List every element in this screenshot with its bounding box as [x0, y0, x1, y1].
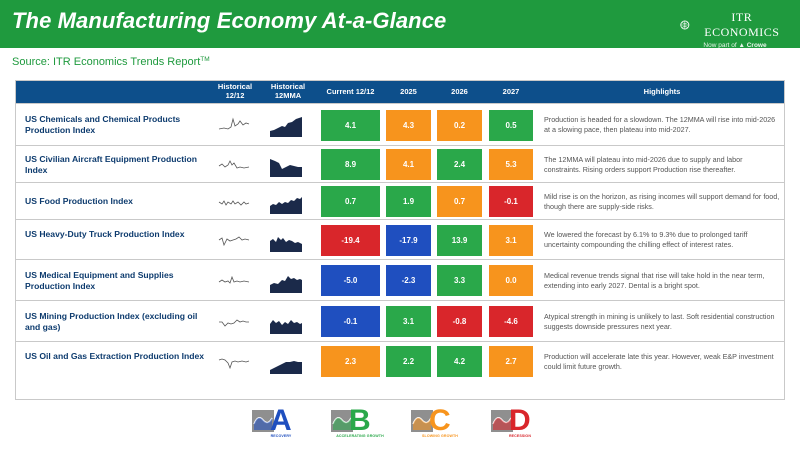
legend-phase-a: A RECOVERY [252, 404, 306, 440]
table-row: US Mining Production Index (excluding oi… [16, 300, 784, 341]
col-2025: 2025 [400, 87, 417, 96]
forecast-cell-y2026: 4.2 [437, 346, 482, 377]
sparkline-1212 [218, 199, 250, 206]
col-historical-12mma: Historical 12MMA [270, 82, 306, 100]
forecast-cell-y2025: 3.1 [386, 306, 431, 337]
legend-label: RECESSION [508, 434, 532, 438]
index-name: US Mining Production Index (excluding oi… [25, 310, 198, 332]
col-highlights: Highlights [643, 87, 681, 96]
sparkline-12mma [270, 319, 302, 334]
sparkline-1212 [218, 159, 250, 168]
forecast-cell-y2027: -4.6 [489, 306, 533, 337]
phase-chart-icon [491, 410, 513, 432]
trademark-mark: TM [200, 56, 210, 63]
index-name: US Medical Equipment and Supplies Produc… [25, 269, 174, 291]
forecast-cell-y2026: 0.7 [437, 186, 482, 217]
sparkline-1212 [218, 358, 250, 369]
sparkline-1212 [219, 318, 249, 327]
sparkline-1212 [218, 236, 250, 247]
legend-letter: A [270, 404, 292, 437]
forecast-cell-y2027: 0.0 [489, 265, 533, 296]
sparkline-12mma [270, 158, 302, 177]
forecast-cell-current: -0.1 [321, 306, 380, 337]
col-historical-1212: Historical 12/12 [217, 82, 253, 100]
legend-label: ACCELERATING GROWTH [336, 434, 384, 438]
forecast-cell-current: -19.4 [321, 224, 380, 256]
forecast-cell-y2025: -17.9 [386, 224, 431, 256]
index-name: US Civilian Aircraft Equipment Productio… [25, 153, 198, 175]
sparkline-12mma [270, 275, 302, 293]
header-banner: The Manufacturing Economy At-a-Glance IT… [0, 0, 800, 49]
highlight-text: Atypical strength in mining is unlikely … [544, 311, 775, 331]
forecast-cell-current: 2.3 [321, 346, 380, 377]
page-title: The Manufacturing Economy At-a-Glance [12, 8, 447, 33]
forecast-cell-y2026: 13.9 [437, 224, 482, 256]
phase-chart-icon [411, 410, 433, 432]
index-name: US Food Production Index [25, 195, 133, 206]
sparkline-1212 [218, 117, 250, 130]
col-2026: 2026 [451, 87, 468, 96]
legend-phase-c: C SLOWING GROWTH [411, 404, 465, 440]
highlight-text: The 12MMA will plateau into mid-2026 due… [544, 154, 743, 174]
logo-text: ITR ECONOMICS [704, 10, 780, 39]
forecast-cell-y2026: 0.2 [437, 109, 482, 141]
sparkline-1212 [218, 275, 250, 284]
table-row: US Civilian Aircraft Equipment Productio… [16, 145, 784, 182]
col-2027: 2027 [502, 87, 520, 96]
highlight-text: We lowered the forecast by 6.1% to 9.3% … [544, 230, 748, 249]
forecast-cell-y2025: 1.9 [386, 186, 431, 217]
index-name: US Heavy-Duty Truck Production Index [25, 229, 185, 239]
forecast-cell-y2027: 3.1 [489, 224, 533, 256]
crowe-icon: ▲ [738, 42, 745, 49]
sparkline-12mma [270, 117, 302, 137]
sparkline-12mma [270, 196, 302, 214]
table-row: US Chemicals and Chemical Products Produ… [16, 103, 784, 145]
forecast-cell-y2027: -0.1 [489, 186, 533, 217]
forecast-cell-y2027: 0.5 [489, 109, 533, 141]
highlight-text: Production will accelerate late this yea… [544, 351, 774, 371]
table-row: US Oil and Gas Extraction Production Ind… [16, 341, 784, 380]
table-header: Historical 12/12 Historical 12MMA Curren… [16, 81, 784, 103]
logo-sub-prefix: Now part of [703, 42, 737, 49]
forecast-table: Historical 12/12 Historical 12MMA Curren… [15, 80, 785, 400]
table-row: US Food Production Index 0.7 1.9 0.7 -0.1 Mil… [16, 182, 784, 219]
phase-chart-icon [331, 410, 353, 432]
index-name: US Chemicals and Chemical Products Produ… [25, 114, 181, 135]
legend-label: RECOVERY [270, 434, 292, 438]
index-name: US Oil and Gas Extraction Production Ind… [25, 350, 205, 361]
phase-chart-icon [252, 410, 274, 432]
forecast-cell-y2025: 4.1 [386, 149, 431, 180]
sparkline-12mma [270, 237, 302, 252]
globe-icon [680, 20, 690, 30]
forecast-cell-y2025: -2.3 [386, 265, 431, 296]
forecast-cell-y2026: 2.4 [437, 149, 482, 180]
forecast-cell-y2025: 2.2 [386, 346, 431, 377]
highlight-text: Medical revenue trends signal that rise … [544, 270, 765, 290]
legend-phase-d: D RECESSION [491, 404, 545, 440]
logo-sub-brand: Crowe [746, 42, 767, 49]
col-current: Current 12/12 [326, 87, 375, 96]
legend-letter: C [429, 404, 451, 437]
legend-label: SLOWING GROWTH [422, 434, 458, 438]
forecast-cell-y2026: 3.3 [437, 265, 482, 296]
forecast-cell-y2026: -0.8 [437, 306, 482, 337]
legend-letter: B [349, 404, 371, 437]
highlight-text: Mild rise is on the horizon, as rising i… [544, 191, 780, 211]
source-note: Source: ITR Economics Trends ReportTM [12, 56, 210, 68]
forecast-cell-y2027: 2.7 [489, 346, 533, 377]
forecast-cell-current: 8.9 [321, 149, 380, 180]
forecast-cell-current: 4.1 [321, 109, 380, 141]
forecast-cell-y2027: 5.3 [489, 149, 533, 180]
itr-logo: ITR ECONOMICS Now part of ▲ Crowe [680, 10, 790, 49]
legend-letter: D [509, 404, 531, 437]
legend-phase-b: B ACCELERATING GROWTH [331, 404, 385, 440]
sparkline-12mma [270, 360, 302, 374]
forecast-cell-current: -5.0 [321, 265, 380, 296]
forecast-cell-y2025: 4.3 [386, 109, 431, 141]
table-row: US Medical Equipment and Supplies Produc… [16, 259, 784, 300]
source-text: Source: ITR Economics Trends Report [12, 56, 201, 68]
highlight-text: Production is headed for a slowdown. The… [544, 115, 776, 134]
forecast-cell-current: 0.7 [321, 186, 380, 217]
table-row: US Heavy-Duty Truck Production Index -19.… [16, 219, 784, 259]
